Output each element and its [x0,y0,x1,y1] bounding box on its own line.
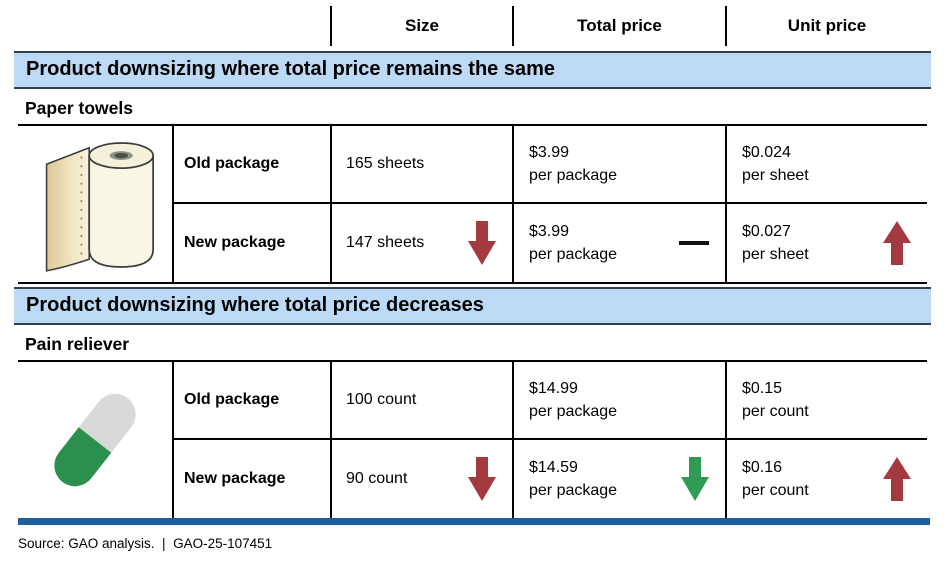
unit-price-unit: per sheet [742,246,809,263]
decrease-arrow-icon [468,457,496,501]
total-price-unit: per package [529,246,618,263]
section-banner-price-same: Product downsizing where total price rem… [14,51,931,89]
total-price-cell: $14.59 per package [512,440,725,518]
unit-price-value: $0.027 [742,223,791,240]
row-label: New package [172,204,330,282]
row-label: New package [172,440,330,518]
no-change-dash-icon [679,241,709,245]
decrease-arrow-green-icon [681,457,709,501]
total-price-value: $14.99 [529,380,578,397]
total-price-value: $3.99 [529,223,570,240]
row-label: Old package [172,126,330,204]
unit-price-value: $0.024 [742,144,791,161]
total-price-cell: $3.99 per package [512,204,725,282]
size-cell: 90 count [330,440,512,518]
unit-price-value: $0.15 [742,380,783,397]
section-banner-price-decreases: Product downsizing where total price dec… [14,287,931,325]
total-price-unit: per package [529,482,618,499]
size-value: 90 count [346,470,408,487]
unit-price-cell: $0.16 per count [725,440,927,518]
total-price-unit: per package [529,167,618,184]
column-header-row: Size Total price Unit price [18,6,927,46]
unit-price-unit: per count [742,482,809,499]
column-header-size: Size [330,6,512,46]
total-price-value: $14.59 [529,459,578,476]
unit-price-unit: per count [742,403,809,420]
size-value: 147 sheets [346,234,425,251]
total-price-unit: per package [529,403,618,420]
row-label: Old package [172,362,330,440]
size-cell: 100 count [330,362,512,440]
bottom-accent-bar [18,518,930,525]
unit-price-unit: per sheet [742,167,809,184]
increase-arrow-icon [883,221,911,265]
paper-towel-roll-icon [18,126,172,282]
product-heading-paper-towels: Paper towels [25,98,133,118]
pain-reliever-table: Old package 100 count $14.99 per package… [18,360,927,518]
size-value: 100 count [346,391,417,408]
header-spacer-icon-col [18,6,172,46]
decrease-arrow-icon [468,221,496,265]
column-header-unit-price: Unit price [725,6,927,46]
source-note: Source: GAO analysis. | GAO-25-107451 [18,536,273,551]
unit-price-cell: $0.027 per sheet [725,204,927,282]
paper-towels-table: Old package 165 sheets $3.99 per package… [18,124,927,284]
size-value: 165 sheets [346,155,425,172]
unit-price-cell: $0.024 per sheet [725,126,927,204]
total-price-value: $3.99 [529,144,570,161]
header-spacer-label-col [172,6,330,46]
pill-capsule-icon [18,362,172,518]
column-header-total-price: Total price [512,6,725,46]
total-price-cell: $3.99 per package [512,126,725,204]
size-cell: 165 sheets [330,126,512,204]
product-heading-pain-reliever: Pain reliever [25,334,130,354]
increase-arrow-icon [883,457,911,501]
size-cell: 147 sheets [330,204,512,282]
unit-price-cell: $0.15 per count [725,362,927,440]
total-price-cell: $14.99 per package [512,362,725,440]
unit-price-value: $0.16 [742,459,783,476]
